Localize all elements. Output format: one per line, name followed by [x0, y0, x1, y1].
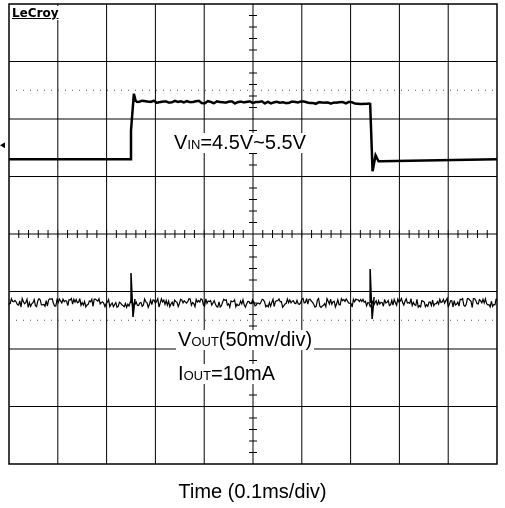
brand-logo: LeCroy [10, 6, 61, 20]
vout-spike-rise [130, 272, 136, 318]
vout-label: VOUT(50mv/div) [176, 329, 315, 351]
channel-1-marker [0, 142, 5, 149]
iout-label: IOUT=10mA [176, 364, 277, 384]
vin-label: VIN=4.5V~5.5V [172, 133, 308, 153]
trace-vout [8, 296, 497, 310]
trace-vin [9, 93, 498, 172]
iout-label-sub: OUT [183, 368, 212, 383]
vin-label-sub: IN [187, 137, 201, 152]
oscilloscope-plot [0, 3, 498, 465]
vout-label-sub: OUT [191, 334, 219, 349]
iout-label-main: I [178, 363, 184, 385]
vout-label-rest: (50mv/div) [218, 329, 313, 351]
x-axis-label: Time (0.1ms/div) [178, 481, 327, 503]
iout-label-rest: =10mA [211, 363, 275, 385]
vout-label-main: V [178, 329, 192, 351]
vout-spike-fall [369, 268, 375, 320]
vin-label-main: V [174, 132, 188, 154]
vin-label-rest: =4.5V~5.5V [200, 132, 306, 154]
